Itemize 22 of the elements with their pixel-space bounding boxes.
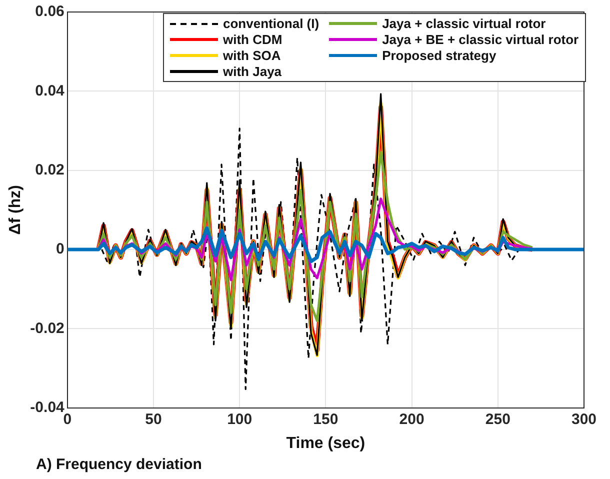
y-tick-label: -0.02 — [30, 320, 64, 337]
legend-label: with Jaya — [223, 64, 282, 79]
x-tick-label: 150 — [313, 410, 338, 428]
x-axis-title: Time (sec) — [286, 434, 366, 452]
legend-label: conventional (I) — [223, 16, 320, 31]
y-axis-title: Δf (hz) — [7, 185, 24, 235]
legend-label: with SOA — [223, 48, 281, 63]
x-tick-label: 50 — [145, 410, 162, 428]
legend-label: Jaya + BE + classic virtual rotor — [382, 32, 579, 47]
legend-label: Proposed strategy — [382, 48, 496, 63]
legend-label: with CDM — [223, 32, 282, 47]
y-tick-label: 0 — [56, 240, 64, 258]
y-tick-label: 0.02 — [35, 161, 64, 178]
y-tick-label: 0.06 — [35, 3, 64, 20]
x-tick-label: 250 — [485, 410, 510, 428]
x-tick-label: 200 — [399, 410, 424, 428]
legend-label: Jaya + classic virtual rotor — [382, 16, 546, 31]
y-tick-label: 0.04 — [35, 82, 66, 100]
y-tick-label: -0.04 — [30, 398, 66, 416]
x-tick-label: 100 — [227, 410, 252, 428]
x-tick-label: 300 — [571, 410, 597, 428]
text: A) Frequency deviation — [36, 456, 202, 473]
